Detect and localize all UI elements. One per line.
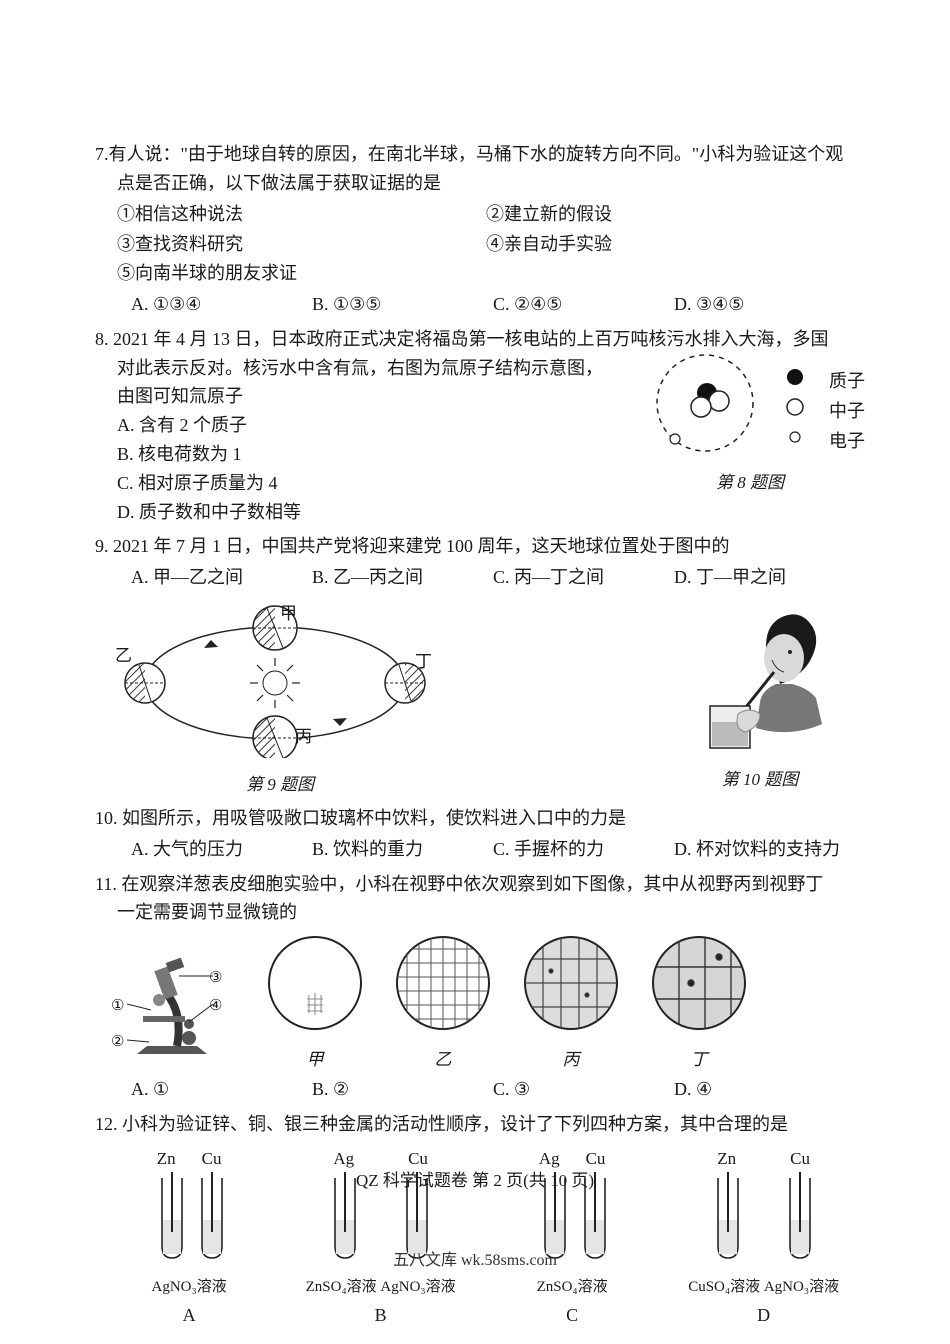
question-12: 12. 小科为验证锌、铜、银三种金属的活动性顺序，设计了下列四种方案，其中合理的… bbox=[95, 1110, 855, 1330]
q7-stem-line1: 7.有人说："由于地球自转的原因，在南北半球，马桶下水的旋转方向不同。"小科为验… bbox=[95, 140, 855, 169]
q12-b-letter: B bbox=[289, 1301, 472, 1330]
question-10: 10. 如图所示，用吸管吸敞口玻璃杯中饮料，使饮料进入口中的力是 A. 大气的压… bbox=[95, 804, 855, 864]
q11-view-yi: 乙 bbox=[393, 933, 493, 1073]
q8-figure: 质子 中子 电子 第 8 题图 bbox=[635, 345, 865, 496]
q9-figure: 甲 乙 丙 丁 第 9 题图 bbox=[115, 598, 445, 798]
q7-option-d: D. ③④⑤ bbox=[674, 290, 855, 319]
q12-d-solution: CuSO₄溶液 AgNO₃溶液 bbox=[672, 1275, 855, 1299]
q11-label-bing: 丙 bbox=[521, 1046, 621, 1073]
q10-option-a: A. 大气的压力 bbox=[131, 835, 312, 864]
q11-marker-1: ① bbox=[111, 994, 124, 1018]
q11-option-c: C. ③ bbox=[493, 1075, 674, 1104]
q9-caption: 第 9 题图 bbox=[115, 771, 445, 798]
question-8: 8. 2021 年 4 月 13 日，日本政府正式决定将福岛第一核电站的上百万吨… bbox=[95, 325, 855, 527]
q11-view-jia: 甲 bbox=[265, 933, 365, 1073]
q9-option-d: D. 丁—甲之间 bbox=[674, 563, 855, 592]
q7-statement-2: ②建立新的假设 bbox=[486, 200, 855, 229]
q10-option-c: C. 手握杯的力 bbox=[493, 835, 674, 864]
q9-option-a: A. 甲—乙之间 bbox=[131, 563, 312, 592]
q12-a-letter: A bbox=[117, 1301, 261, 1330]
q11-label-jia: 甲 bbox=[265, 1046, 365, 1073]
q7-statement-1: ①相信这种说法 bbox=[117, 200, 486, 229]
q12-d-letter: D bbox=[672, 1301, 855, 1330]
q7-option-b: B. ①③⑤ bbox=[312, 290, 493, 319]
q10-figure: 第 10 题图 bbox=[665, 598, 855, 793]
q11-microscope: ① ② ③ ④ bbox=[117, 954, 237, 1073]
question-7: 7.有人说："由于地球自转的原因，在南北半球，马桶下水的旋转方向不同。"小科为验… bbox=[95, 140, 855, 319]
q9-option-c: C. 丙—丁之间 bbox=[493, 563, 674, 592]
q11-marker-3: ③ bbox=[209, 966, 222, 990]
q10-stem: 10. 如图所示，用吸管吸敞口玻璃杯中饮料，使饮料进入口中的力是 bbox=[95, 804, 855, 833]
question-11: 11. 在观察洋葱表皮细胞实验中，小科在视野中依次观察到如下图像，其中从视野丙到… bbox=[95, 870, 855, 1104]
q7-statement-5: ⑤向南半球的朋友求证 bbox=[95, 259, 855, 288]
q9-label-jia: 甲 bbox=[280, 600, 297, 627]
q11-option-d: D. ④ bbox=[674, 1075, 855, 1104]
q10-option-b: B. 饮料的重力 bbox=[312, 835, 493, 864]
q9-label-ding: 丁 bbox=[415, 648, 432, 675]
q11-stem-line1: 11. 在观察洋葱表皮细胞实验中，小科在视野中依次观察到如下图像，其中从视野丙到… bbox=[95, 870, 855, 899]
q12-stem: 12. 小科为验证锌、铜、银三种金属的活动性顺序，设计了下列四种方案，其中合理的… bbox=[95, 1110, 855, 1139]
q12-c-letter: C bbox=[500, 1301, 644, 1330]
q7-stem-line2: 点是否正确，以下做法属于获取证据的是 bbox=[95, 169, 855, 198]
q10-option-d: D. 杯对饮料的支持力 bbox=[674, 835, 855, 864]
q12-a-solution: AgNO₃溶液 bbox=[117, 1275, 261, 1299]
q9-label-yi: 乙 bbox=[115, 642, 132, 669]
q9-stem: 9. 2021 年 7 月 1 日，中国共产党将迎来建党 100 周年，这天地球… bbox=[95, 532, 855, 561]
question-9: 9. 2021 年 7 月 1 日，中国共产党将迎来建党 100 周年，这天地球… bbox=[95, 532, 855, 798]
q9-label-bing: 丙 bbox=[295, 723, 312, 750]
q11-option-a: A. ① bbox=[131, 1075, 312, 1104]
legend-electron: 电子 bbox=[829, 427, 865, 456]
q11-view-ding: 丁 bbox=[649, 933, 749, 1073]
q12-c-solution: ZnSO₄溶液 bbox=[500, 1275, 644, 1299]
q7-statement-3: ③查找资料研究 bbox=[117, 230, 486, 259]
page: 7.有人说："由于地球自转的原因，在南北半球，马桶下水的旋转方向不同。"小科为验… bbox=[0, 0, 950, 1344]
q11-view-bing: 丙 bbox=[521, 933, 621, 1073]
q11-label-ding: 丁 bbox=[649, 1046, 749, 1073]
q7-statement-4: ④亲自动手实验 bbox=[486, 230, 855, 259]
q8-caption: 第 8 题图 bbox=[635, 469, 865, 496]
q12-b-solution: ZnSO₄溶液 AgNO₃溶液 bbox=[289, 1275, 472, 1299]
q7-option-a: A. ①③④ bbox=[131, 290, 312, 319]
q8-option-d: D. 质子数和中子数相等 bbox=[95, 498, 855, 527]
watermark-footer: 五八文库 wk.58sms.com bbox=[0, 1248, 950, 1274]
q11-option-b: B. ② bbox=[312, 1075, 493, 1104]
q7-option-c: C. ②④⑤ bbox=[493, 290, 674, 319]
q9-option-b: B. 乙—丙之间 bbox=[312, 563, 493, 592]
q10-caption: 第 10 题图 bbox=[665, 766, 855, 793]
q11-label-yi: 乙 bbox=[393, 1046, 493, 1073]
legend-neutron: 中子 bbox=[829, 397, 865, 426]
legend-proton: 质子 bbox=[829, 367, 865, 396]
q11-stem-line2: 一定需要调节显微镜的 bbox=[95, 898, 855, 927]
page-footer: QZ 科学试题卷 第 2 页(共 10 页) bbox=[0, 1167, 950, 1194]
q11-marker-4: ④ bbox=[209, 994, 222, 1018]
q11-marker-2: ② bbox=[111, 1030, 124, 1054]
